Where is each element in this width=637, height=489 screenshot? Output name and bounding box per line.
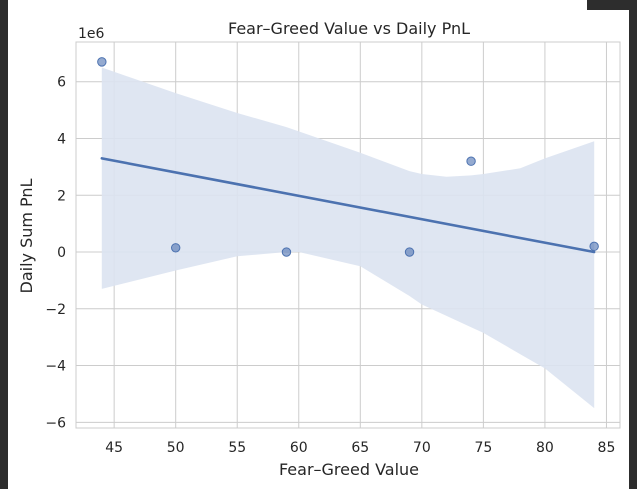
y-axis-label: Daily Sum PnL: [17, 178, 36, 293]
y-tick-label: −2: [45, 302, 66, 318]
x-tick-label: 85: [598, 440, 616, 456]
y-tick-label: 6: [57, 75, 66, 91]
x-tick-label: 65: [351, 440, 369, 456]
data-point: [466, 156, 476, 166]
data-point: [404, 247, 415, 257]
window-frame-right: [629, 10, 637, 489]
confidence-band-group: [101, 67, 595, 409]
tick-labels: 45 50 55 60 65 70 75 80 85 −6 −4 −2 0 2 4 6: [45, 75, 615, 456]
data-point: [589, 241, 599, 252]
regression-line: [100, 157, 596, 254]
window-frame-left: [0, 0, 8, 489]
x-tick-label: 80: [536, 440, 554, 456]
confidence-band: [101, 67, 595, 409]
plot-border: [75, 41, 621, 429]
x-tick-label: 75: [474, 440, 492, 456]
y-tick-label: 2: [57, 188, 66, 204]
window-frame-corner: [587, 0, 637, 10]
data-point: [281, 247, 292, 257]
x-axis-label: Fear–Greed Value: [279, 460, 419, 479]
x-tick-label: 60: [290, 440, 308, 456]
y-tick-label: −6: [45, 415, 66, 431]
chart-title: Fear–Greed Value vs Daily PnL: [228, 19, 470, 38]
y-tick-label: −4: [45, 359, 66, 375]
x-tick-label: 55: [228, 440, 246, 456]
x-tick-label: 70: [413, 440, 431, 456]
y-tick-label: 4: [57, 132, 66, 148]
data-point: [97, 57, 107, 67]
x-tick-label: 50: [167, 440, 185, 456]
scatter-points: [97, 57, 599, 257]
x-tick-label: 45: [105, 440, 123, 456]
regression-line-group: [100, 157, 596, 254]
y-offset-label: 1e6: [78, 26, 105, 42]
y-tick-label: 0: [57, 245, 66, 261]
data-point: [170, 243, 181, 253]
